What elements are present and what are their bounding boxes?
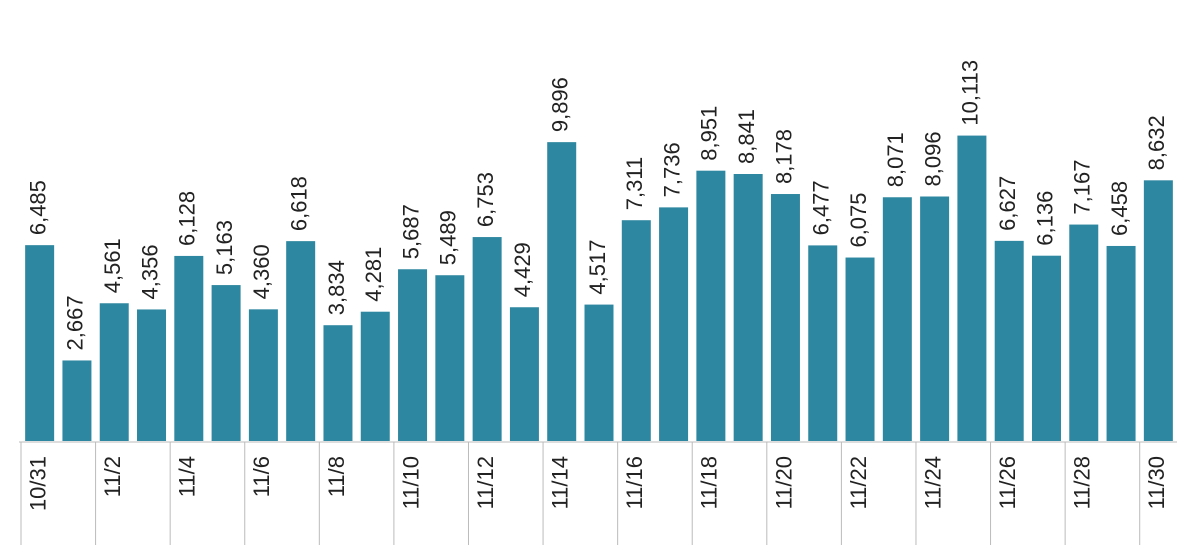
bar [248, 309, 278, 441]
bar [696, 170, 726, 441]
x-tick-label: 11/14 [548, 456, 573, 509]
bar [25, 245, 55, 441]
value-label: 6,477 [809, 180, 834, 235]
value-label: 8,096 [920, 131, 945, 186]
value-label: 3,834 [324, 260, 349, 315]
value-label: 6,458 [1107, 181, 1132, 236]
value-label: 8,071 [883, 132, 908, 187]
bar [360, 311, 390, 441]
value-label: 8,841 [734, 109, 759, 164]
x-tick-label: 10/31 [25, 456, 50, 511]
bar [1143, 180, 1173, 441]
bar [547, 142, 577, 441]
bar [659, 207, 689, 441]
bar [621, 220, 651, 441]
value-label: 8,632 [1144, 115, 1169, 170]
bar [770, 194, 800, 441]
x-tick-label: 11/18 [697, 456, 722, 509]
x-tick-label: 11/12 [473, 456, 498, 509]
value-label: 8,951 [697, 106, 722, 161]
bar [994, 240, 1024, 441]
x-tick-label: 11/24 [920, 456, 945, 509]
value-label: 7,736 [659, 142, 684, 197]
bar [808, 245, 838, 441]
x-tick-label: 11/4 [175, 456, 200, 497]
x-tick-label: 11/26 [995, 456, 1020, 509]
bar [957, 135, 987, 441]
bar [472, 237, 502, 441]
bar [584, 304, 614, 441]
x-tick-label: 11/20 [771, 456, 796, 509]
value-label: 6,618 [286, 176, 311, 231]
value-label: 6,753 [473, 172, 498, 227]
bar [1069, 224, 1099, 441]
bar [137, 309, 167, 441]
value-label: 4,517 [585, 240, 610, 295]
value-label: 5,489 [436, 210, 461, 265]
value-label: 6,485 [25, 180, 50, 235]
value-label: 6,128 [175, 191, 200, 246]
bar [509, 307, 539, 441]
bar [398, 269, 428, 441]
bar [845, 257, 875, 441]
value-label: 5,163 [212, 220, 237, 275]
value-label: 9,896 [548, 77, 573, 132]
value-label: 8,178 [771, 129, 796, 184]
value-label: 4,356 [137, 244, 162, 299]
x-tick-label: 11/8 [324, 456, 349, 497]
value-label: 5,687 [398, 204, 423, 259]
x-tick-label: 11/30 [1144, 456, 1169, 509]
value-label: 10,113 [958, 60, 983, 126]
x-tick-label: 11/22 [846, 456, 871, 509]
x-tick-label: 11/2 [100, 456, 125, 497]
value-label: 6,075 [846, 192, 871, 247]
x-tick-label: 11/16 [622, 456, 647, 509]
value-label: 6,136 [1032, 191, 1057, 246]
bar [1031, 255, 1061, 441]
bar [174, 255, 204, 441]
bar [1106, 245, 1136, 441]
bar [62, 360, 92, 441]
bar [211, 285, 241, 441]
bar [323, 325, 353, 441]
x-tick-label: 11/10 [398, 456, 423, 509]
x-tick-label: 11/28 [1070, 456, 1095, 509]
bar [286, 241, 316, 441]
value-label: 4,561 [100, 238, 125, 293]
x-tick-label: 11/6 [249, 456, 274, 497]
bar [882, 197, 912, 441]
value-label: 4,360 [249, 244, 274, 299]
value-label: 7,167 [1070, 159, 1095, 214]
bar [920, 196, 950, 441]
value-label: 6,627 [995, 176, 1020, 231]
value-label: 4,281 [361, 247, 386, 302]
bar [99, 303, 129, 441]
bar [435, 275, 465, 441]
value-label: 4,429 [510, 242, 535, 297]
value-label: 7,311 [622, 157, 647, 210]
bar [733, 174, 763, 441]
value-label: 2,667 [63, 295, 88, 350]
